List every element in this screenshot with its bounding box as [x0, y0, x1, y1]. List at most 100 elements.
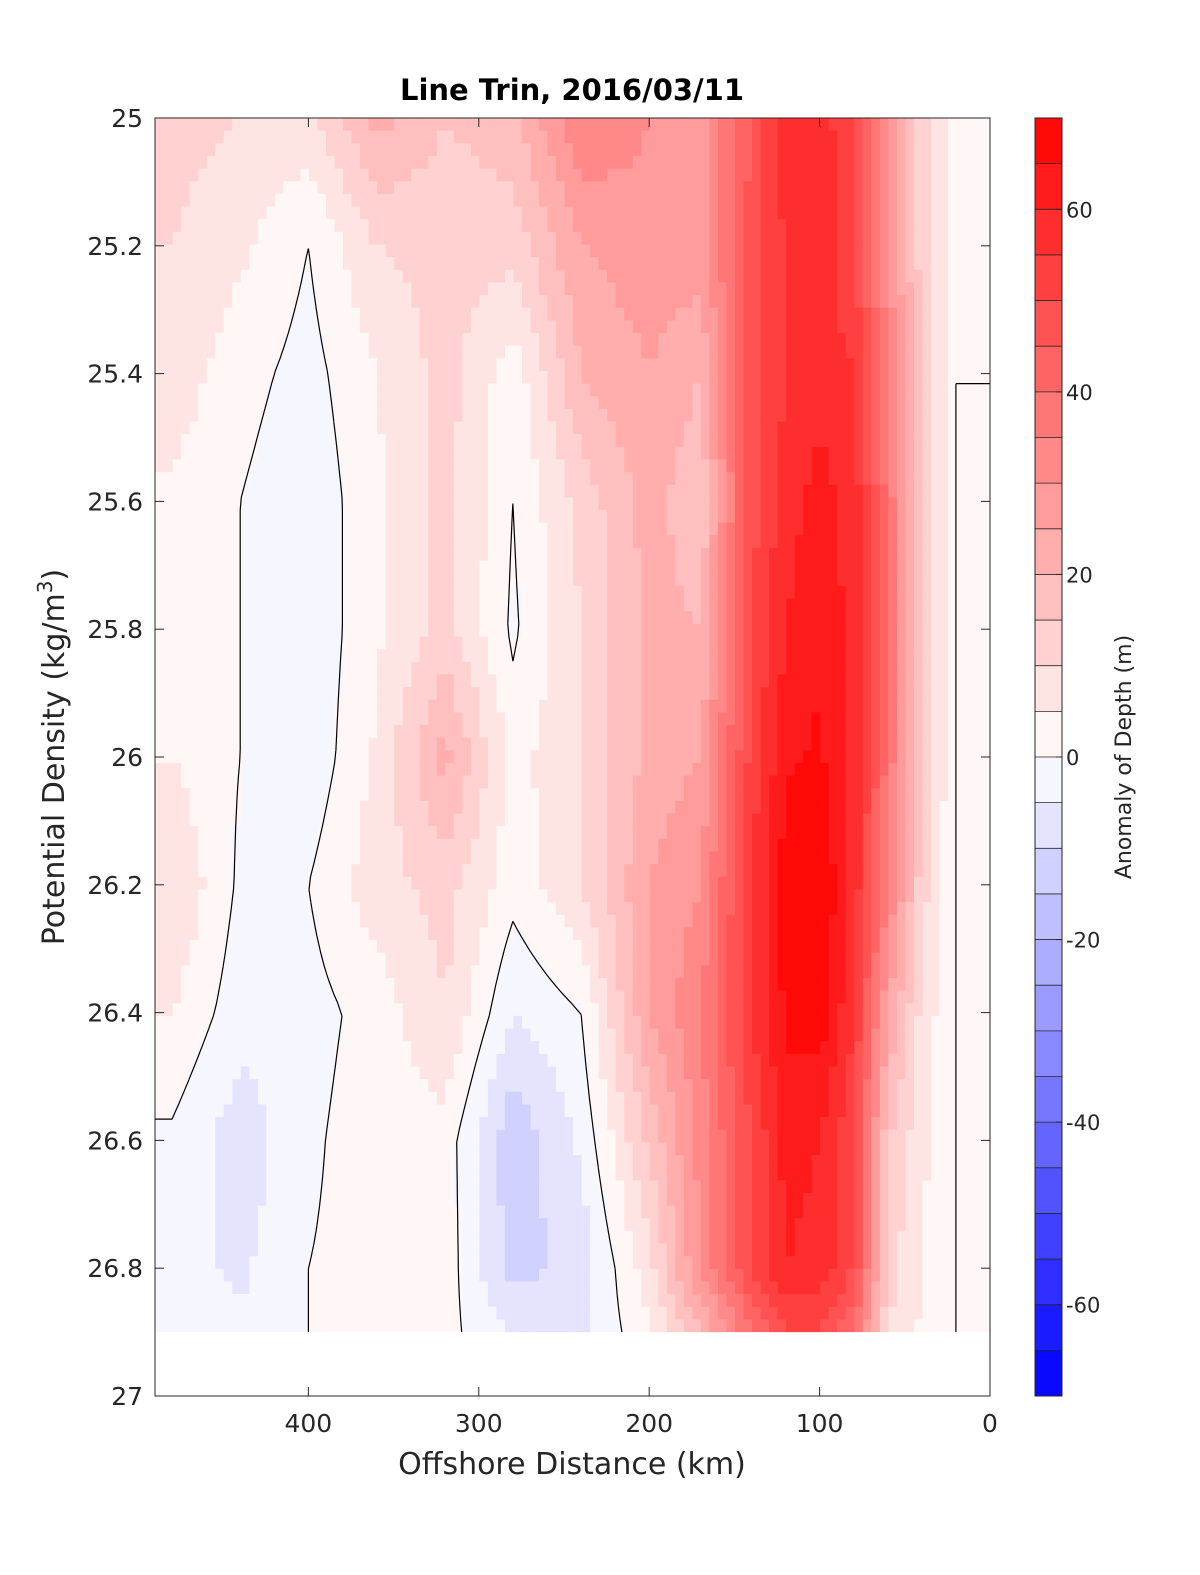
- heatmap-cell: [478, 168, 488, 182]
- heatmap-cell: [376, 396, 386, 410]
- heatmap-cell: [972, 383, 983, 397]
- heatmap-cell: [904, 687, 914, 701]
- heatmap-cell: [393, 358, 403, 372]
- heatmap-cell: [776, 181, 787, 195]
- heatmap-cell: [555, 446, 565, 461]
- heatmap-cell: [921, 649, 931, 663]
- heatmap-cell: [700, 585, 710, 600]
- heatmap-cell: [845, 573, 855, 587]
- heatmap-cell: [274, 497, 284, 511]
- heatmap-cell: [163, 497, 173, 511]
- heatmap-cell: [725, 155, 735, 170]
- heatmap-cell: [155, 547, 165, 562]
- heatmap-cell: [964, 333, 974, 347]
- heatmap-cell: [402, 155, 412, 170]
- heatmap-cell: [240, 674, 250, 688]
- heatmap-cell: [419, 421, 429, 435]
- heatmap-cell: [172, 118, 182, 132]
- heatmap-cell: [717, 510, 727, 524]
- heatmap-cell: [240, 535, 250, 549]
- heatmap-cell: [197, 535, 207, 549]
- heatmap-cell: [649, 434, 659, 448]
- heatmap-cell: [427, 130, 437, 144]
- heatmap-cell: [385, 750, 395, 764]
- heatmap-cell: [964, 459, 974, 473]
- heatmap-cell: [410, 547, 420, 562]
- heatmap-cell: [172, 510, 182, 524]
- heatmap-cell: [828, 206, 838, 220]
- heatmap-cell: [436, 573, 446, 587]
- heatmap-cell: [197, 408, 207, 423]
- heatmap-cell: [248, 611, 258, 625]
- heatmap-cell: [316, 573, 327, 587]
- heatmap-cells: [155, 118, 990, 1333]
- heatmap-cell: [700, 320, 710, 334]
- heatmap-cell: [581, 484, 591, 499]
- heatmap-cell: [274, 383, 284, 397]
- heatmap-cell: [538, 118, 548, 132]
- heatmap-cell: [538, 598, 548, 612]
- heatmap-cell: [947, 333, 957, 347]
- heatmap-cell: [223, 459, 233, 473]
- heatmap-cell: [563, 244, 574, 258]
- heatmap-cell: [172, 725, 182, 739]
- heatmap-cell: [359, 598, 369, 612]
- heatmap-cell: [785, 320, 795, 334]
- heatmap-cell: [538, 573, 548, 587]
- heatmap-cell: [811, 118, 821, 132]
- heatmap-cell: [700, 421, 710, 435]
- heatmap-cell: [606, 295, 616, 309]
- heatmap-cell: [197, 497, 207, 511]
- heatmap-cell: [274, 168, 284, 182]
- heatmap-cell: [870, 282, 880, 296]
- heatmap-cell: [623, 560, 633, 574]
- heatmap-cell: [938, 370, 948, 385]
- heatmap-cell: [811, 396, 821, 410]
- heatmap-cell: [598, 560, 608, 574]
- heatmap-cell: [615, 193, 625, 208]
- heatmap-cell: [785, 269, 795, 284]
- heatmap-cell: [291, 143, 301, 157]
- heatmap-cell: [742, 459, 753, 473]
- heatmap-cell: [794, 295, 804, 309]
- heatmap-cell: [427, 636, 437, 650]
- heatmap-cell: [768, 459, 778, 473]
- heatmap-cell: [248, 345, 258, 359]
- heatmap-cell: [589, 333, 599, 347]
- heatmap-cell: [776, 598, 787, 612]
- heatmap-cell: [248, 370, 258, 385]
- heatmap-cell: [649, 459, 659, 473]
- heatmap-cell: [155, 155, 165, 170]
- heatmap-cell: [640, 383, 650, 397]
- heatmap-cell: [734, 472, 744, 486]
- heatmap-cell: [742, 396, 753, 410]
- heatmap-cell: [563, 257, 574, 271]
- heatmap-cell: [981, 459, 990, 473]
- heatmap-cell: [333, 295, 344, 309]
- heatmap-cell: [981, 383, 990, 397]
- heatmap-cell: [325, 674, 335, 688]
- heatmap-cell: [649, 737, 659, 751]
- heatmap-cell: [836, 434, 846, 448]
- heatmap-cell: [240, 522, 250, 536]
- heatmap-cell: [981, 472, 990, 486]
- heatmap-cell: [342, 459, 352, 473]
- heatmap-cell: [359, 295, 369, 309]
- heatmap-cell: [845, 231, 855, 246]
- heatmap-cell: [240, 408, 250, 423]
- heatmap-cell: [240, 219, 250, 233]
- heatmap-cell: [325, 295, 335, 309]
- heatmap-cell: [248, 295, 258, 309]
- heatmap-cell: [555, 687, 565, 701]
- heatmap-cell: [862, 560, 872, 574]
- heatmap-cell: [419, 623, 429, 638]
- heatmap-cell: [189, 231, 199, 246]
- heatmap-cell: [734, 333, 744, 347]
- heatmap-cell: [691, 459, 701, 473]
- heatmap-cell: [444, 206, 454, 220]
- heatmap-cell: [776, 295, 787, 309]
- heatmap-cell: [197, 446, 207, 461]
- heatmap-cell: [964, 383, 974, 397]
- heatmap-cell: [521, 674, 531, 688]
- heatmap-cell: [913, 155, 923, 170]
